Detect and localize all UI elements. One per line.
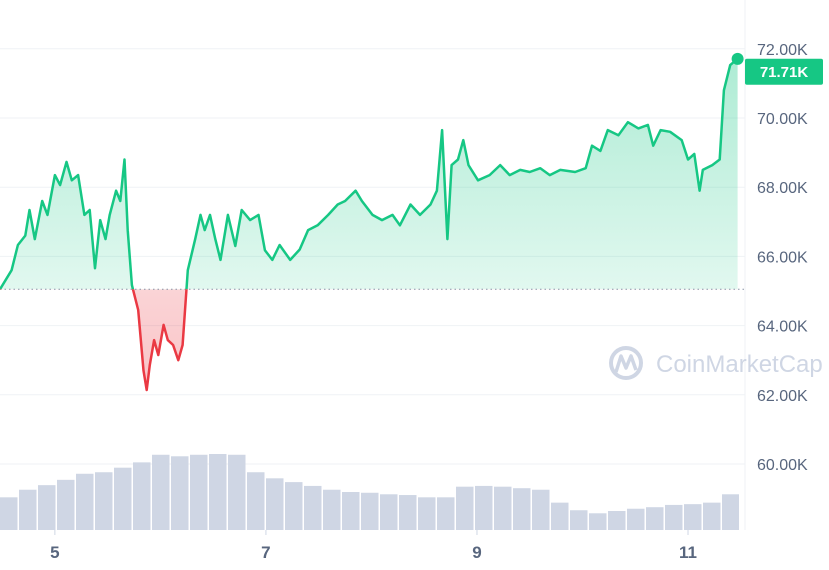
volume-bar: [418, 497, 436, 530]
volume-bar: [570, 510, 588, 530]
y-axis-ticks: 60.00K 62.00K 64.00K 66.00K 68.00K 70.00K 72.0…: [757, 42, 808, 474]
x-tick-label: 5: [50, 543, 59, 562]
watermark-text: CoinMarketCap: [656, 351, 823, 378]
volume-bar: [722, 494, 739, 530]
volume-bar: [266, 478, 284, 530]
volume-bar: [152, 454, 170, 530]
x-tick-label: 7: [261, 543, 270, 562]
current-price-dot: [731, 52, 744, 65]
volume-bar: [304, 485, 322, 530]
volume-bar: [532, 489, 550, 530]
coinmarketcap-watermark: CoinMarketCap: [609, 346, 823, 380]
volume-bar: [646, 507, 664, 530]
price-area-up: [0, 58, 738, 290]
volume-bar: [494, 486, 512, 530]
volume-bar: [475, 485, 493, 530]
volume-bar: [684, 504, 702, 530]
volume-bar: [665, 504, 683, 530]
volume-bar: [285, 482, 303, 530]
volume-bar: [361, 492, 379, 530]
volume-bar: [209, 454, 227, 530]
volume-bar: [228, 454, 246, 530]
volume-bar: [342, 492, 360, 530]
y-tick-label: 66.00K: [757, 249, 808, 266]
volume-bar: [133, 462, 151, 530]
volume-bar: [57, 479, 75, 530]
volume-bar: [513, 488, 531, 530]
volume-bar: [399, 495, 417, 530]
price-line-up: [0, 57, 739, 290]
y-tick-label: 64.00K: [757, 319, 808, 336]
volume-bar: [608, 511, 626, 530]
y-tick-label: 60.00K: [757, 457, 808, 474]
volume-bar: [247, 472, 265, 530]
current-price-label: 71.71K: [760, 64, 809, 81]
volume-bar: [76, 473, 94, 530]
volume-bar: [19, 489, 37, 530]
volume-bar: [0, 497, 18, 530]
volume-bar: [95, 472, 113, 530]
x-axis-ticks: 5 7 9 11: [50, 530, 697, 562]
volume-bar: [703, 502, 721, 530]
x-tick-label: 9: [472, 543, 481, 562]
x-tick-label: 11: [679, 543, 697, 562]
volume-bar: [323, 489, 341, 530]
y-tick-label: 68.00K: [757, 180, 808, 197]
volume-bar: [380, 494, 398, 530]
volume-bar: [456, 486, 474, 530]
volume-bar: [38, 485, 56, 530]
volume-bar: [190, 454, 208, 530]
volume-bar: [589, 513, 607, 530]
volume-bar: [437, 497, 455, 530]
volume-bar: [114, 467, 132, 530]
volume-bars: [0, 454, 739, 530]
y-tick-label: 62.00K: [757, 388, 808, 405]
current-price-badge: 71.71K: [745, 58, 823, 85]
volume-bar: [551, 502, 569, 530]
y-tick-label: 72.00K: [757, 42, 808, 59]
y-tick-label: 70.00K: [757, 111, 808, 128]
volume-bar: [627, 508, 645, 530]
volume-bar: [171, 456, 189, 530]
